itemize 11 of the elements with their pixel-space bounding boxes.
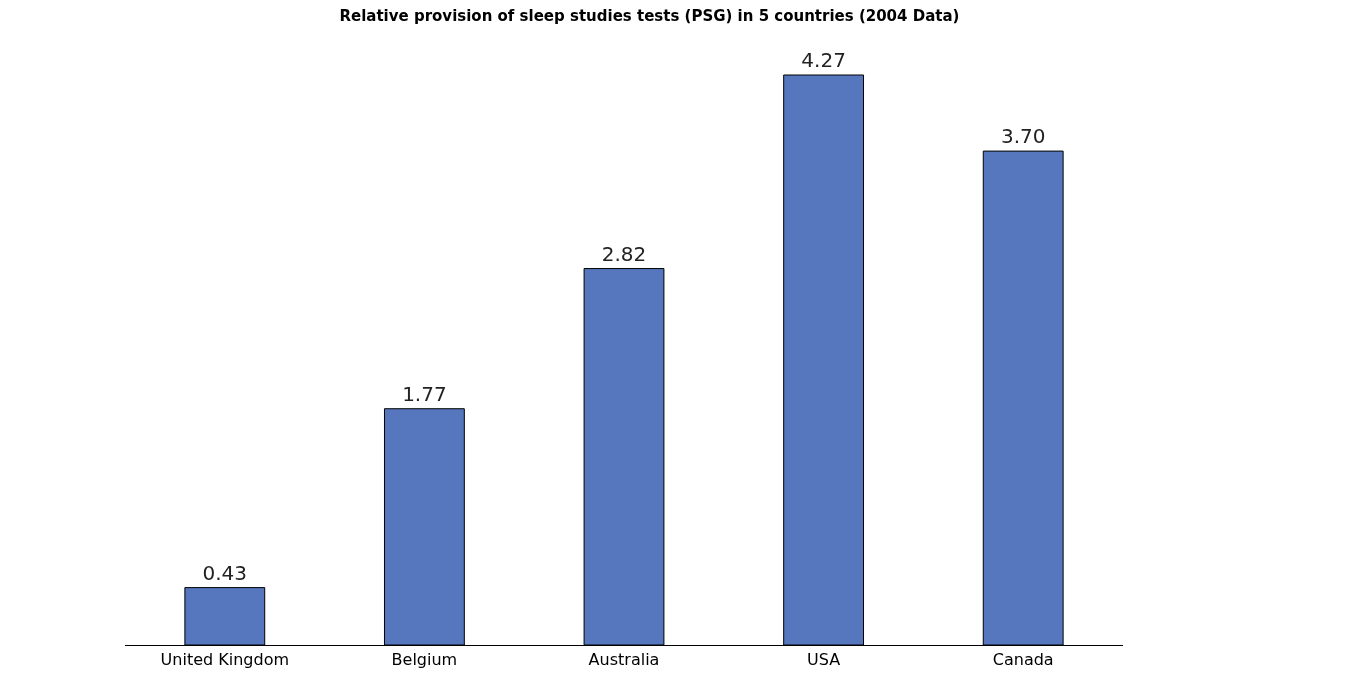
x-tick-label: United Kingdom bbox=[160, 650, 290, 670]
chart-title: Relative provision of sleep studies tests (PSG) in 5 countries (2004 Data) bbox=[339, 6, 960, 25]
x-tick-label: Australia bbox=[588, 650, 660, 670]
data-label: 2.82 bbox=[601, 241, 647, 266]
x-tick-label: USA bbox=[807, 650, 841, 670]
x-tick-label: Canada bbox=[992, 650, 1054, 670]
data-label: 1.77 bbox=[402, 381, 447, 406]
data-label: 3.70 bbox=[1000, 124, 1046, 149]
data-label: 0.43 bbox=[202, 560, 248, 585]
data-label: 4.27 bbox=[801, 48, 846, 72]
x-tick-label: Belgium bbox=[391, 650, 458, 670]
